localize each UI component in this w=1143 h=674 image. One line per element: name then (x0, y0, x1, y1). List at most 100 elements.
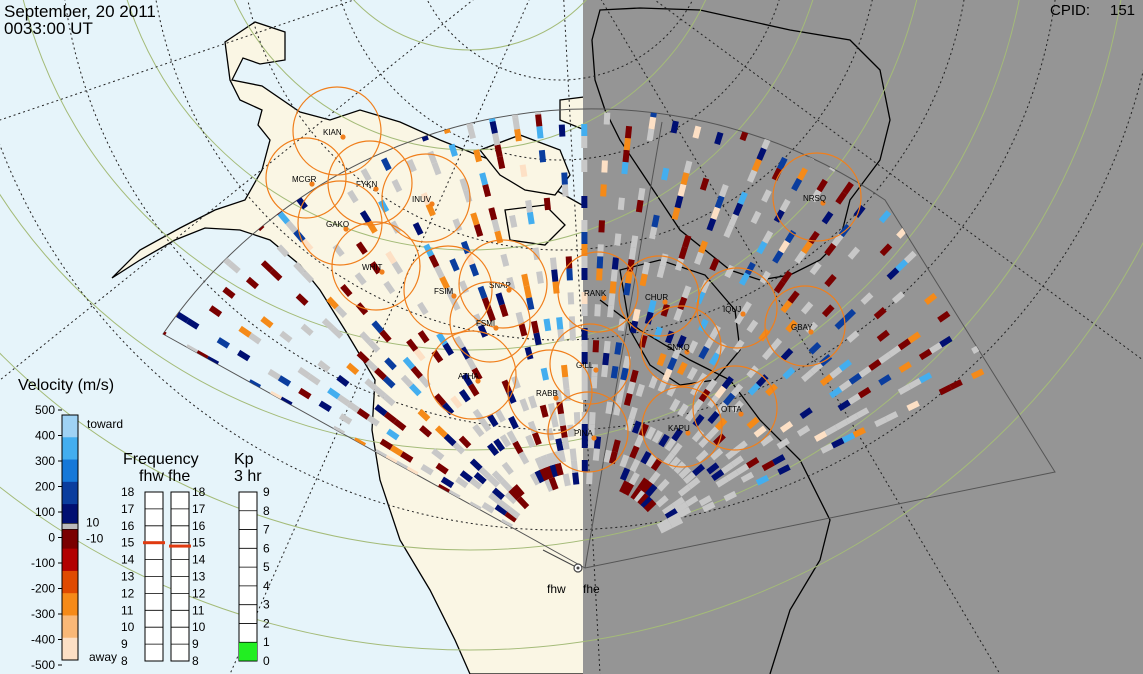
scatter-cell (714, 417, 728, 431)
scatter-cell (366, 414, 380, 427)
scatter-cell (356, 408, 370, 420)
frequency-tick-label: 17 (192, 502, 206, 516)
station-mcgr: MCGR (265, 137, 347, 219)
scatter-cell (175, 311, 190, 324)
scatter-cell (714, 385, 727, 399)
scatter-cell (373, 386, 387, 399)
scatter-cell (222, 286, 236, 299)
scatter-cell (843, 308, 857, 322)
scatter-cell (378, 199, 390, 213)
scatter-cell (662, 368, 673, 382)
scatter-cell (796, 425, 811, 437)
scatter-cell (656, 265, 666, 279)
scatter-cell (527, 420, 538, 435)
scatter-cell (686, 366, 698, 381)
scatter-cell (506, 430, 518, 444)
scatter-cell (442, 342, 455, 356)
scatter-cell (515, 311, 525, 325)
scatter-cell (494, 409, 506, 423)
scatter-cell (816, 178, 828, 193)
station-label: KIAN (323, 128, 342, 137)
scatter-cell (708, 352, 721, 366)
scatter-cell (698, 318, 709, 333)
scatter-cell (794, 250, 807, 264)
scatter-cell (420, 192, 432, 206)
scatter-cell (449, 258, 460, 272)
scatter-cell (641, 261, 651, 275)
date-label: September, 20 2011 (4, 2, 156, 21)
scatter-cell (279, 330, 293, 343)
scatter-cell (543, 197, 551, 211)
scatter-cell (761, 347, 775, 361)
scatter-cell (334, 305, 348, 319)
scatter-cell (410, 365, 423, 379)
scatter-cell (730, 383, 744, 397)
scatter-cell (657, 478, 670, 492)
scatter-cell (391, 261, 404, 275)
time-label: 0033:00 UT (4, 19, 93, 38)
scatter-cell (677, 403, 689, 417)
scatter-cell (371, 320, 384, 334)
scatter-cell (720, 462, 735, 475)
scatter-cell (796, 167, 809, 181)
scatter-cell (534, 456, 546, 470)
scatter-cell (534, 469, 546, 484)
scatter-cell (441, 402, 455, 416)
scatter-cell (546, 452, 556, 466)
scatter-cell (602, 352, 610, 366)
scatter-cell (379, 438, 394, 451)
scatter-cell (336, 394, 351, 407)
scatter-cell (746, 416, 760, 430)
scatter-cell (623, 282, 632, 296)
scatter-cell (472, 423, 485, 438)
scatter-cell (673, 461, 687, 475)
scatter-cell (906, 400, 920, 412)
velocity-zero-band (61, 523, 79, 530)
scatter-cell (644, 311, 654, 325)
scatter-cell (558, 413, 566, 427)
scatter-cell (492, 132, 501, 146)
scatter-cell (868, 359, 882, 371)
scatter-cell (459, 177, 469, 192)
scatter-cell (525, 199, 533, 213)
scatter-cell (619, 480, 630, 494)
scatter-cell (380, 157, 392, 171)
scatter-cell (443, 433, 457, 447)
scatter-cell (433, 265, 445, 279)
scatter-cell (645, 426, 657, 440)
scatter-cell (623, 137, 631, 151)
scatter-cell (671, 428, 684, 442)
station-label: SNAP (489, 281, 511, 290)
kp-legend: 9 8 7 6 5 4 3 2 1 0 (238, 485, 270, 668)
scatter-cell (639, 273, 648, 287)
scatter-cell (300, 323, 314, 336)
scatter-cell (285, 220, 298, 234)
velocity-legend: 500 400 300 200 100 0 -100 -200 -300 -400 -500 10 -1… (31, 403, 104, 672)
frequency-tick-label: 15 (192, 536, 206, 550)
scatter-cell (581, 303, 588, 317)
scatter-cell (831, 233, 844, 247)
frequency-tick-label: 11 (121, 603, 134, 617)
scatter-cell (738, 272, 751, 286)
scatter-cell (650, 457, 663, 472)
scatter-cell (581, 327, 588, 341)
velocity-swatch (62, 415, 78, 438)
scatter-cell (824, 424, 838, 436)
scatter-cell (671, 346, 682, 360)
scatter-cell (617, 197, 625, 211)
scatter-cell (428, 254, 440, 268)
scatter-cell (504, 510, 518, 523)
scatter-cell (831, 437, 845, 449)
scatter-cell (439, 275, 450, 290)
scatter-cell (617, 379, 627, 393)
scatter-cell (561, 172, 568, 185)
scatter-cell (514, 128, 522, 142)
scatter-cell (485, 308, 496, 322)
scatter-cell (418, 374, 431, 389)
scatter-cell (676, 335, 687, 349)
scatter-cell (637, 187, 646, 201)
station-label: IQUJ (723, 305, 741, 314)
scatter-cell (735, 463, 750, 475)
scatter-cell (834, 419, 849, 431)
scatter-cell (629, 458, 641, 473)
